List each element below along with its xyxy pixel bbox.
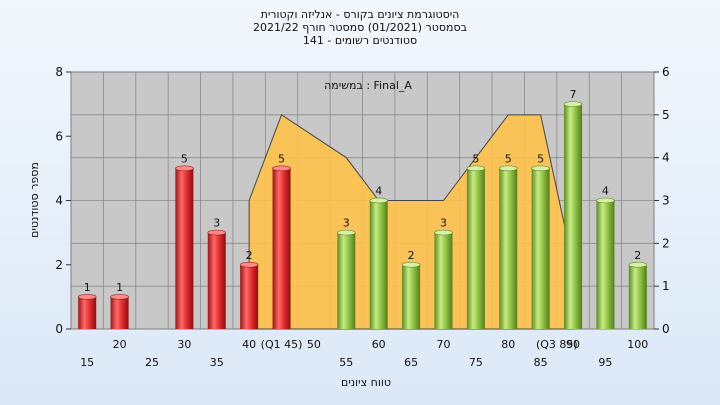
x-tick-label: 75 xyxy=(469,356,483,369)
data-label: 5 xyxy=(537,152,544,165)
chart-title: היסטוגרמת ציונים בקורס - אנליזה וקטורית … xyxy=(0,8,720,47)
data-label: 2 xyxy=(408,249,415,262)
bar-cap xyxy=(369,197,388,204)
y2-tick-label: 5 xyxy=(662,108,670,122)
x-tick-label: 35 xyxy=(210,356,224,369)
bar-cap xyxy=(531,165,550,172)
data-label: 3 xyxy=(440,217,447,230)
bar xyxy=(337,232,356,329)
bar xyxy=(110,296,129,329)
x-tick-label: 50 xyxy=(307,338,321,351)
bar xyxy=(240,264,259,329)
data-label: 1 xyxy=(116,281,123,294)
bar xyxy=(596,200,615,329)
title-line-3: סטודנטים רשומים - 141 xyxy=(302,34,418,47)
bar xyxy=(402,264,421,329)
bar-cap xyxy=(272,165,291,172)
y-tick-label: 4 xyxy=(55,194,63,208)
bar xyxy=(207,232,226,329)
bar-cap xyxy=(207,229,227,236)
data-label: 5 xyxy=(278,152,285,165)
legend-label: במשימה : Final_A xyxy=(324,79,412,92)
bar xyxy=(531,168,550,329)
x-tick-label: 30 xyxy=(177,338,191,351)
x-axis-label: טווח ציונים xyxy=(341,376,391,389)
data-label: 4 xyxy=(602,185,609,198)
y-axis-label: מספר סטודנטים xyxy=(28,162,41,238)
x-tick-label: 60 xyxy=(372,338,386,351)
bar xyxy=(466,168,485,329)
x-tick-label: 80 xyxy=(501,338,515,351)
data-label: 2 xyxy=(246,249,253,262)
y2-tick-label: 0 xyxy=(662,322,670,336)
x-tick-label: 25 xyxy=(145,356,159,369)
x-tick-label: 100 xyxy=(627,338,648,351)
data-label: 1 xyxy=(84,281,91,294)
data-label: 4 xyxy=(375,185,382,198)
bar-cap xyxy=(77,294,97,300)
bar xyxy=(175,168,194,329)
bar xyxy=(434,232,453,329)
y-tick-label: 6 xyxy=(55,129,63,143)
x-tick-label: (Q3 85) xyxy=(536,338,578,351)
bar-cap xyxy=(498,165,518,172)
bar xyxy=(628,264,647,329)
x-tick-label: (Q1 45) xyxy=(261,338,303,351)
data-label: 3 xyxy=(343,217,350,230)
data-label: 5 xyxy=(181,152,188,165)
bar-cap xyxy=(434,229,453,236)
bar-cap xyxy=(175,165,194,172)
data-label: 7 xyxy=(570,88,577,101)
x-tick-label: 85 xyxy=(534,356,548,369)
x-tick-label: 90 xyxy=(566,338,580,351)
x-tick-label: 65 xyxy=(404,356,418,369)
bar xyxy=(272,168,291,329)
bar-cap xyxy=(628,261,648,268)
x-tick-label: 20 xyxy=(113,338,127,351)
bar xyxy=(499,168,518,329)
bar-cap xyxy=(596,197,615,204)
y-tick-label: 8 xyxy=(55,65,63,79)
x-tick-label: 95 xyxy=(598,356,612,369)
bar-cap xyxy=(563,101,583,107)
y2-tick-label: 2 xyxy=(662,236,670,250)
bar-cap xyxy=(466,165,486,172)
bar-cap xyxy=(337,229,356,236)
data-label: 2 xyxy=(634,249,641,262)
title-line-1: היסטוגרמת ציונים בקורס - אנליזה וקטורית xyxy=(260,8,460,21)
y2-tick-label: 6 xyxy=(662,65,670,79)
x-tick-label: 15 xyxy=(80,356,94,369)
bar-cap xyxy=(110,294,129,300)
x-tick-label: 55 xyxy=(339,356,353,369)
y-tick-label: 0 xyxy=(55,322,63,336)
bar-cap xyxy=(239,261,259,268)
y2-tick-label: 1 xyxy=(662,279,670,293)
y2-tick-label: 3 xyxy=(662,194,670,208)
bar xyxy=(78,296,97,329)
x-tick-label: 70 xyxy=(436,338,450,351)
bar xyxy=(369,200,388,329)
y2-tick-label: 4 xyxy=(662,151,670,165)
x-tick-label: 40 xyxy=(242,338,256,351)
bars: 1 1 5 3 2 5 3 4 2 3 5 5 5 7 4 2 xyxy=(77,88,648,329)
data-label: 3 xyxy=(213,217,220,230)
bar-cap xyxy=(401,261,421,268)
data-label: 5 xyxy=(505,152,512,165)
y-tick-label: 2 xyxy=(55,258,63,272)
title-line-2: בסמסטר (01/2021) סמסטר חורף 2021/22 xyxy=(253,21,467,34)
data-label: 5 xyxy=(472,152,479,165)
bar xyxy=(564,104,583,329)
